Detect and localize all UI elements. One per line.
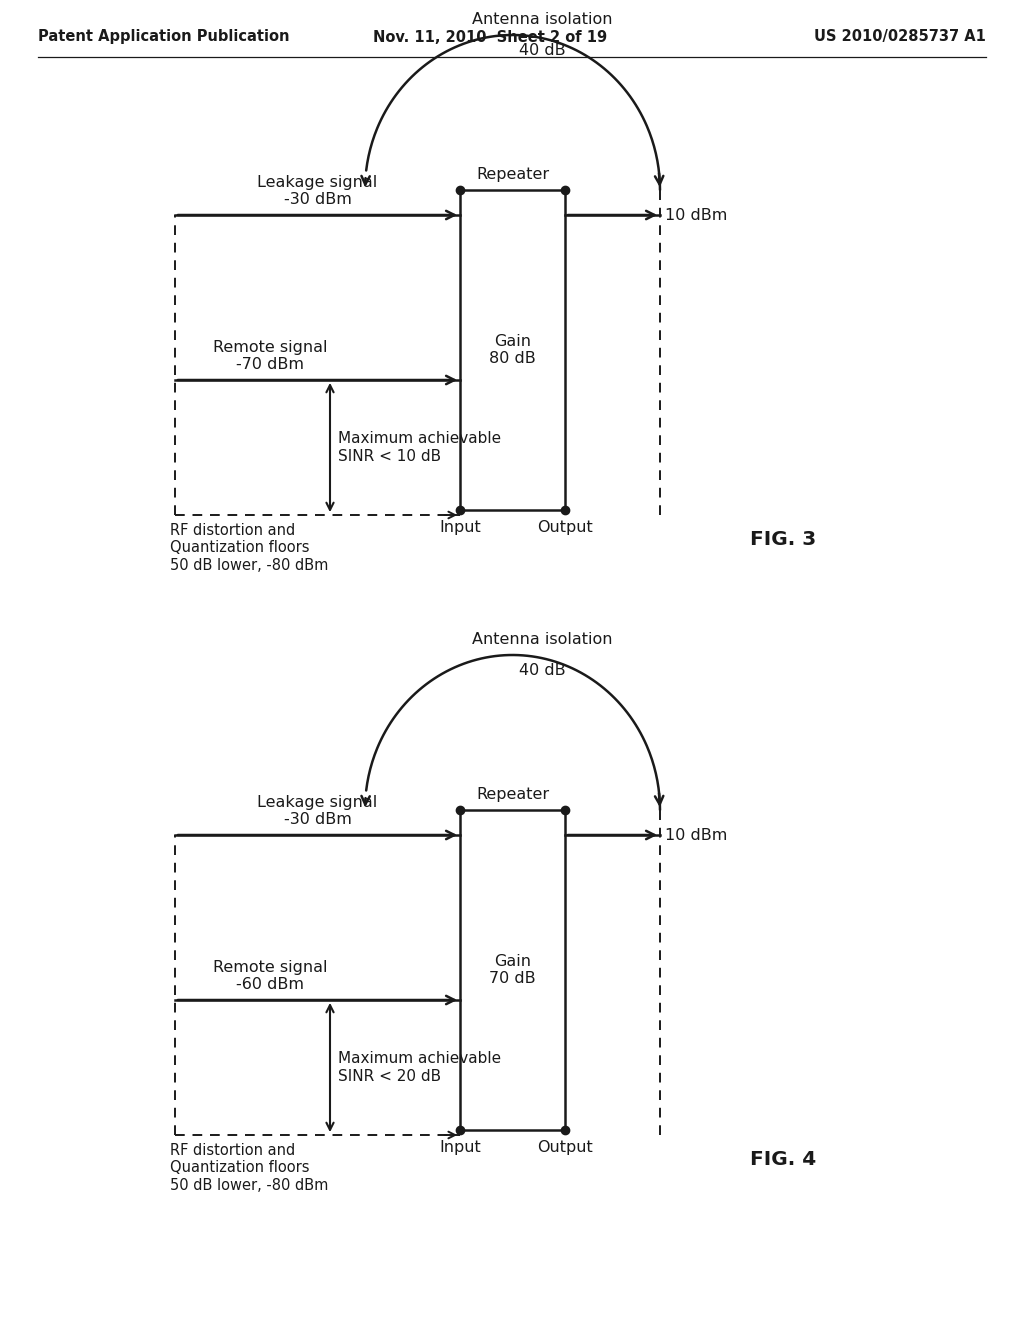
Text: Repeater: Repeater [476, 787, 549, 803]
Text: Output: Output [538, 520, 593, 535]
Text: 40 dB: 40 dB [519, 44, 566, 58]
Text: 40 dB: 40 dB [519, 663, 566, 678]
Text: Nov. 11, 2010  Sheet 2 of 19: Nov. 11, 2010 Sheet 2 of 19 [373, 29, 607, 45]
Text: Maximum achievable
SINR < 10 dB: Maximum achievable SINR < 10 dB [338, 432, 501, 463]
Text: Remote signal
-70 dBm: Remote signal -70 dBm [213, 339, 328, 372]
Text: 10 dBm: 10 dBm [665, 828, 727, 842]
Polygon shape [460, 190, 565, 510]
Text: Leakage signal
-30 dBm: Leakage signal -30 dBm [257, 795, 378, 828]
Text: Antenna isolation: Antenna isolation [472, 12, 612, 26]
Text: RF distortion and
Quantization floors
50 dB lower, -80 dBm: RF distortion and Quantization floors 50… [170, 523, 329, 573]
Text: FIG. 3: FIG. 3 [750, 531, 816, 549]
Text: Gain
80 dB: Gain 80 dB [489, 334, 536, 366]
Text: Gain
70 dB: Gain 70 dB [489, 954, 536, 986]
Text: Patent Application Publication: Patent Application Publication [38, 29, 290, 45]
Text: US 2010/0285737 A1: US 2010/0285737 A1 [814, 29, 986, 45]
Text: Input: Input [439, 1140, 481, 1155]
Text: Remote signal
-60 dBm: Remote signal -60 dBm [213, 960, 328, 993]
Text: FIG. 4: FIG. 4 [750, 1150, 816, 1170]
Text: Input: Input [439, 520, 481, 535]
Text: 10 dBm: 10 dBm [665, 207, 727, 223]
Text: Antenna isolation: Antenna isolation [472, 632, 612, 647]
Polygon shape [460, 810, 565, 1130]
Text: Repeater: Repeater [476, 168, 549, 182]
Text: RF distortion and
Quantization floors
50 dB lower, -80 dBm: RF distortion and Quantization floors 50… [170, 1143, 329, 1193]
Text: Leakage signal
-30 dBm: Leakage signal -30 dBm [257, 174, 378, 207]
Text: Output: Output [538, 1140, 593, 1155]
Text: Maximum achievable
SINR < 20 dB: Maximum achievable SINR < 20 dB [338, 1051, 501, 1084]
